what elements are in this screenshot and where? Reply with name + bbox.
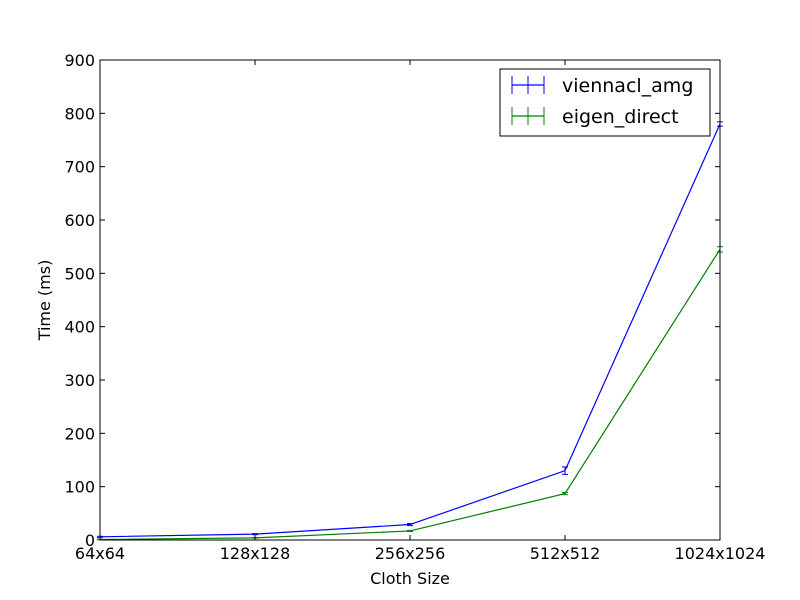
x-tick-label: 1024x1024 <box>675 544 766 563</box>
plot-frame <box>99 59 721 541</box>
legend-label: eigen_direct <box>562 106 679 128</box>
series-layer <box>97 121 723 541</box>
x-tick-label: 64x64 <box>75 544 125 563</box>
y-tick-label: 700 <box>64 158 95 177</box>
y-tick-label: 400 <box>64 318 95 337</box>
x-tick-label: 256x256 <box>375 544 446 563</box>
legend-label: viennacl_amg <box>562 75 693 97</box>
x-tick-label: 512x512 <box>530 544 601 563</box>
legend: viennacl_amg eigen_direct <box>499 68 711 137</box>
legend-items: viennacl_amg eigen_direct <box>511 75 693 128</box>
ticks-layer: 0 100 200 300 400 500 600 700 800 900 64x64 128x128… <box>64 51 765 563</box>
legend-box <box>499 68 711 137</box>
y-tick-label: 300 <box>64 371 95 390</box>
y-axis-label: Time (ms) <box>35 260 54 342</box>
plot-area <box>100 60 720 540</box>
y-tick-label: 600 <box>64 211 95 230</box>
y-tick-label: 900 <box>64 51 95 70</box>
y-tick-label: 100 <box>64 478 95 497</box>
x-tick-label: 128x128 <box>220 544 291 563</box>
y-tick-label: 0 <box>85 531 95 550</box>
x-axis-label: Cloth Size <box>370 569 450 588</box>
y-tick-label: 500 <box>64 264 95 283</box>
y-tick-label: 200 <box>64 424 95 443</box>
y-tick-label: 800 <box>64 104 95 123</box>
